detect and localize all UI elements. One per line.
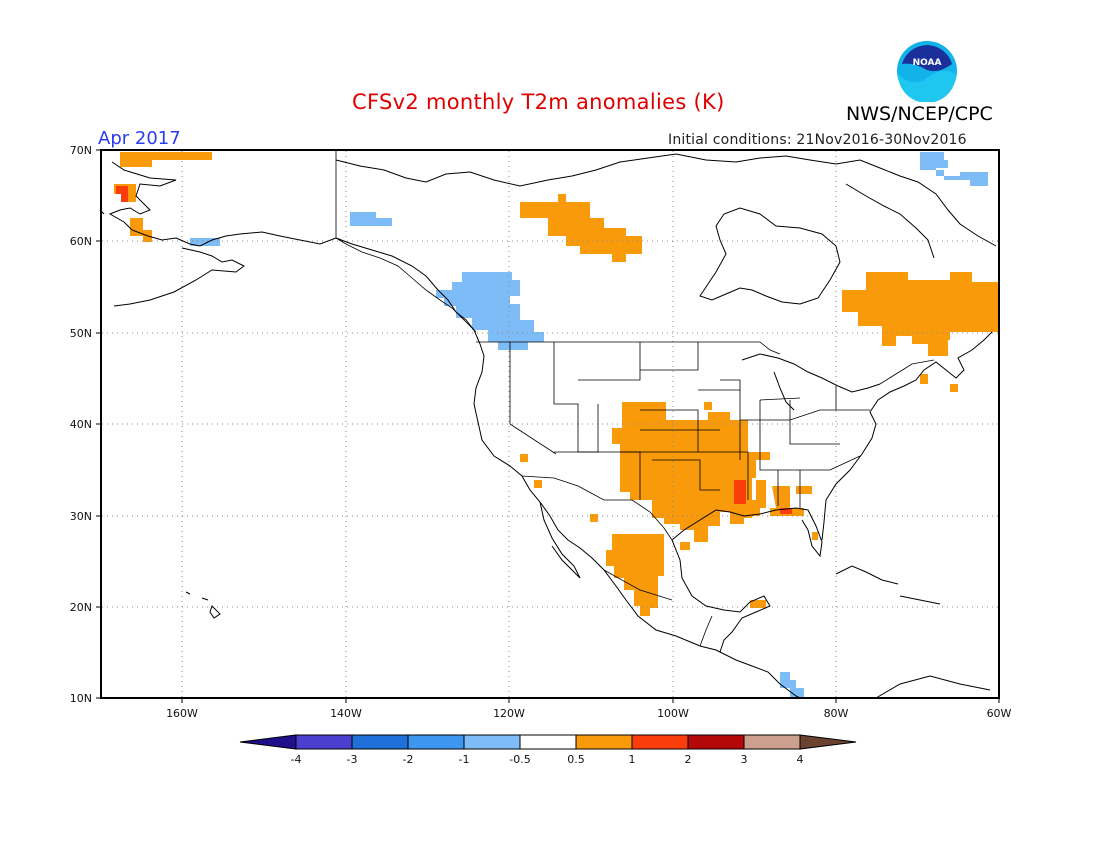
colorbar-swatch <box>631 734 689 750</box>
anomaly-patch-mexico-warm <box>606 534 664 616</box>
lon-label: 140W <box>330 707 362 720</box>
lat-label: 50N <box>70 327 92 340</box>
svg-text:NOAA: NOAA <box>913 58 942 68</box>
lat-label: 70N <box>70 144 92 157</box>
anomaly-patch-quebec-warm <box>842 272 998 356</box>
lat-label: 20N <box>70 601 92 614</box>
anomaly-patch-alaska-hot <box>116 186 128 202</box>
gridlines <box>102 151 999 698</box>
colorbar-label: 2 <box>685 753 692 766</box>
anomaly-patch-pnw-cool <box>436 272 544 350</box>
colorbar-swatch <box>351 734 409 750</box>
lon-label: 160W <box>166 707 198 720</box>
colorbar-label: -2 <box>403 753 414 766</box>
lon-label: 100W <box>657 707 689 720</box>
colorbar-label: -0.5 <box>509 753 530 766</box>
anomaly-patch-sw-spot-2 <box>534 480 542 488</box>
lat-label: 10N <box>70 692 92 705</box>
colorbar-label: 1 <box>629 753 636 766</box>
forecast-month: Apr 2017 <box>98 128 181 149</box>
anomaly-patches <box>114 152 998 698</box>
anomaly-patch-sw-spot <box>520 454 528 462</box>
anomaly-patch-tx-spot <box>680 542 690 550</box>
colorbar-arrow-low <box>239 734 297 750</box>
anomaly-patch-yucatan-warm <box>750 600 766 608</box>
colorbar-swatch <box>743 734 801 750</box>
lon-label: 120W <box>493 707 525 720</box>
anomaly-patch-gulf-hot <box>734 480 746 504</box>
anomaly-patch-baffin-cool <box>920 152 988 186</box>
agency-label: NWS/NCEP/CPC <box>846 103 993 125</box>
colorbar: -4 -3 -2 -1 -0.5 0.5 1 2 3 4 <box>239 734 857 766</box>
anomaly-patch-ne-spot <box>920 374 928 384</box>
lon-label: 60W <box>987 707 1012 720</box>
anomaly-patch-fl-spot <box>812 532 818 540</box>
coastlines <box>99 153 997 699</box>
lat-label: 40N <box>70 418 92 431</box>
colorbar-swatch <box>407 734 465 750</box>
lon-label: 80W <box>824 707 849 720</box>
anomaly-patch-ne-spot-2 <box>950 384 958 392</box>
anomaly-patch-alaska-cool <box>350 212 392 226</box>
colorbar-label: -3 <box>347 753 358 766</box>
anomaly-patch-plains-spot-2 <box>756 452 770 460</box>
colorbar-label: 0.5 <box>567 753 585 766</box>
colorbar-label: 4 <box>797 753 804 766</box>
anomaly-patch-plains-spot <box>704 402 712 410</box>
initial-conditions: Initial conditions: 21Nov2016-30Nov2016 <box>668 132 967 148</box>
political-borders <box>335 151 935 647</box>
colorbar-swatch <box>687 734 745 750</box>
colorbar-swatch <box>463 734 521 750</box>
lat-label: 30N <box>70 510 92 523</box>
colorbar-swatch <box>575 734 633 750</box>
colorbar-label: -4 <box>291 753 302 766</box>
colorbar-swatch <box>295 734 353 750</box>
anomaly-patch-nwt-warm <box>520 194 642 262</box>
colorbar-swatch <box>519 734 577 750</box>
anomaly-patch-plains-warm <box>612 402 756 542</box>
latitude-labels: 70N 60N 50N 40N 30N 20N 10N <box>70 144 92 705</box>
colorbar-arrow-high <box>799 734 857 750</box>
map-title: CFSv2 monthly T2m anomalies (K) <box>352 90 725 114</box>
tick-marks <box>96 149 1000 703</box>
colorbar-label: 3 <box>741 753 748 766</box>
lat-label: 60N <box>70 235 92 248</box>
colorbar-label: -1 <box>459 753 470 766</box>
anomaly-patch-ga-spot <box>796 486 812 494</box>
anomaly-patch-w-alaska <box>120 152 212 167</box>
anomaly-patch-baja-spot <box>590 514 598 522</box>
longitude-labels: 160W 140W 120W 100W 80W 60W <box>166 707 1011 720</box>
anomaly-patch-gulf-warm <box>736 480 766 524</box>
noaa-logo: NOAA <box>897 41 957 102</box>
anomaly-patch-ca-cool <box>780 672 804 698</box>
anomaly-patch-w-alaska-3 <box>130 218 152 242</box>
